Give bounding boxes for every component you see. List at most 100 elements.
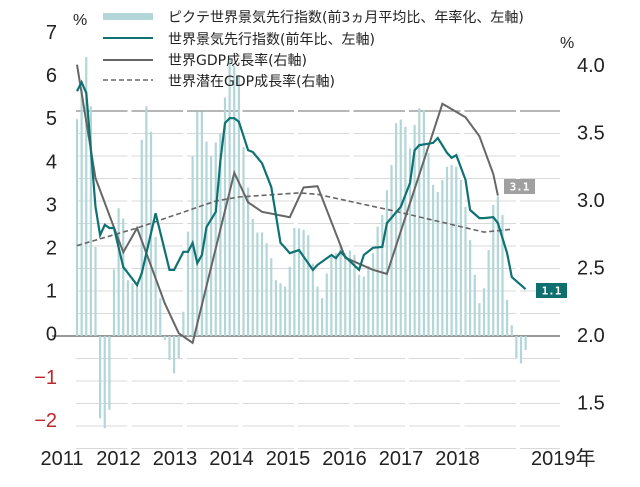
bar <box>376 226 379 336</box>
right-axis: 4.0 3.5 3.0 2.5 2.0 1.5 <box>577 55 605 415</box>
leading-index-line <box>76 79 527 291</box>
bar <box>358 274 361 336</box>
bar <box>85 57 88 336</box>
bar <box>214 142 217 336</box>
bar <box>371 253 375 336</box>
bar <box>302 229 305 336</box>
bar <box>455 166 458 336</box>
bar <box>487 250 490 336</box>
bar <box>145 106 148 336</box>
left-tick-label: 6 <box>46 65 57 87</box>
bar <box>210 156 213 336</box>
x-tick-label: 2012 <box>96 448 141 470</box>
bar <box>154 237 157 336</box>
bar <box>506 300 509 336</box>
bar <box>89 106 92 336</box>
bar <box>284 286 287 336</box>
x-tick-label: 2011 <box>40 448 83 470</box>
right-tick-label: 3.5 <box>577 123 605 145</box>
x-axis: 2011 2012 2013 2014 2015 2016 2017 2018 2019年 <box>40 447 595 470</box>
bar <box>75 119 79 336</box>
bar <box>288 266 291 336</box>
bar <box>293 228 296 336</box>
leading-value-label: 1.1 <box>542 285 562 298</box>
bar <box>404 126 407 336</box>
bar <box>223 97 227 336</box>
bar <box>228 57 231 336</box>
gdp-growth-line <box>76 64 499 345</box>
left-tick-label: 4 <box>46 151 57 173</box>
right-unit-label: % <box>560 35 574 52</box>
bar <box>247 187 250 336</box>
bar <box>334 253 338 336</box>
x-tick-label: 2017 <box>379 448 424 470</box>
gridlines <box>52 110 560 449</box>
bar <box>196 111 199 336</box>
bar <box>344 253 347 336</box>
bar <box>450 165 453 336</box>
left-tick-label: 5 <box>46 108 57 130</box>
bar <box>413 124 416 336</box>
bar <box>233 66 236 336</box>
bar <box>177 336 180 359</box>
bar <box>482 288 486 336</box>
legend-label-potential: 世界潜在GDP成長率(右軸) <box>168 73 335 90</box>
legend-label-gdp: 世界GDP成長率(右軸) <box>168 52 307 69</box>
x-tick-label: 2014 <box>209 448 254 470</box>
bar <box>131 283 134 336</box>
bar <box>515 336 518 359</box>
bar <box>237 75 240 336</box>
bar <box>432 184 435 336</box>
bar <box>381 214 384 336</box>
bar <box>316 286 319 336</box>
left-tick-label: 7 <box>46 22 57 44</box>
legend-swatch-bars <box>103 13 153 20</box>
bar <box>242 147 245 336</box>
bar <box>385 190 388 336</box>
left-axis: 7 6 5 4 3 2 1 0 −1 −2 <box>34 22 57 432</box>
bar <box>492 205 495 336</box>
left-tick-label: 1 <box>46 281 57 303</box>
bar <box>182 311 185 336</box>
bar <box>478 303 481 336</box>
right-tick-label: 3.0 <box>577 190 605 212</box>
gdp-value-label: 3.1 <box>510 181 530 194</box>
bar <box>256 232 259 336</box>
bar <box>459 179 462 336</box>
x-tick-label: 2013 <box>153 448 198 470</box>
bar <box>422 110 425 336</box>
bar <box>126 280 129 336</box>
left-tick-label: 3 <box>46 194 57 216</box>
bar <box>362 276 365 336</box>
right-tick-label: 2.5 <box>577 258 605 280</box>
bar <box>260 232 264 336</box>
bar <box>117 208 120 336</box>
x-tick-label: 2019年 <box>531 447 596 470</box>
bar <box>390 165 393 336</box>
bar <box>418 108 421 336</box>
bar-series <box>75 57 527 429</box>
bar <box>274 280 277 336</box>
bar <box>265 243 268 336</box>
legend-label-bars: ピクテ世界景気先行指数(前3ヵ月平均比、年率化、左軸) <box>168 9 524 26</box>
bar <box>307 235 310 336</box>
bar <box>122 218 125 336</box>
bar <box>473 274 476 336</box>
potential-gdp-line <box>76 192 512 247</box>
gdp-value-badge: 3.1 <box>504 179 535 194</box>
bar <box>112 269 116 336</box>
bar <box>496 196 499 336</box>
bar <box>200 111 203 336</box>
bar <box>445 166 449 336</box>
bar <box>441 179 444 336</box>
bar <box>99 336 102 419</box>
legend-label-leading: 世界景気先行指数(前年比、左軸) <box>168 31 375 48</box>
bar <box>321 298 324 336</box>
bar <box>251 219 254 336</box>
bar <box>311 263 314 336</box>
bar <box>205 141 208 336</box>
bar <box>353 255 356 336</box>
bar <box>464 206 467 336</box>
bar <box>519 336 523 364</box>
